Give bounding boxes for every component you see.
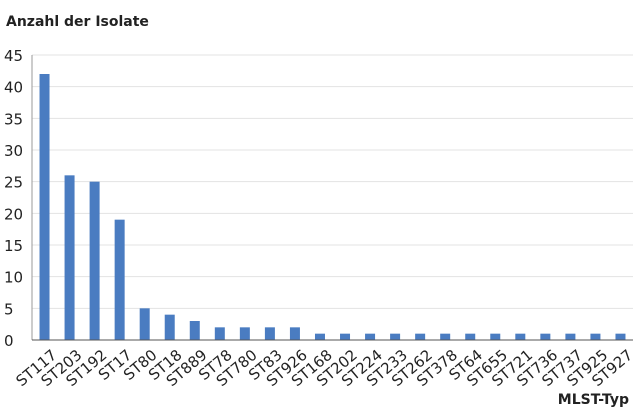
y-tick-label: 20 (4, 205, 23, 223)
bar-st889 (189, 321, 200, 340)
bar-st202 (340, 333, 351, 340)
bar-st117 (39, 74, 50, 340)
bar-st378 (440, 333, 451, 340)
y-tick-label: 25 (4, 174, 23, 192)
bar-st925 (590, 333, 601, 340)
y-tick-label: 45 (4, 47, 23, 65)
bar-st83 (264, 327, 275, 340)
bar-st18 (164, 314, 175, 340)
bar-st655 (490, 333, 501, 340)
bar-st926 (289, 327, 300, 340)
y-tick-label: 30 (4, 142, 23, 160)
bar-st737 (565, 333, 576, 340)
bar-st168 (314, 333, 325, 340)
bar-st192 (89, 181, 100, 340)
y-tick-label: 15 (4, 237, 23, 255)
y-tick-label: 5 (4, 300, 14, 318)
bar-st927 (615, 333, 626, 340)
y-tick-label: 10 (4, 269, 23, 287)
y-tick-label: 35 (4, 110, 23, 128)
y-tick-label: 0 (4, 332, 14, 350)
bar-st78 (214, 327, 225, 340)
bar-st80 (139, 308, 150, 340)
x-axis-title: MLST-Typ (557, 392, 629, 408)
bar-st64 (465, 333, 476, 340)
bar-st780 (239, 327, 250, 340)
bar-st17 (114, 219, 125, 340)
y-tick-label: 40 (4, 79, 23, 97)
bar-st262 (415, 333, 426, 340)
bar-st721 (515, 333, 526, 340)
bar-st203 (64, 175, 75, 340)
bar-st224 (365, 333, 376, 340)
y-axis-title: Anzahl der Isolate (6, 14, 149, 30)
bar-st736 (540, 333, 551, 340)
bar-st233 (390, 333, 401, 340)
